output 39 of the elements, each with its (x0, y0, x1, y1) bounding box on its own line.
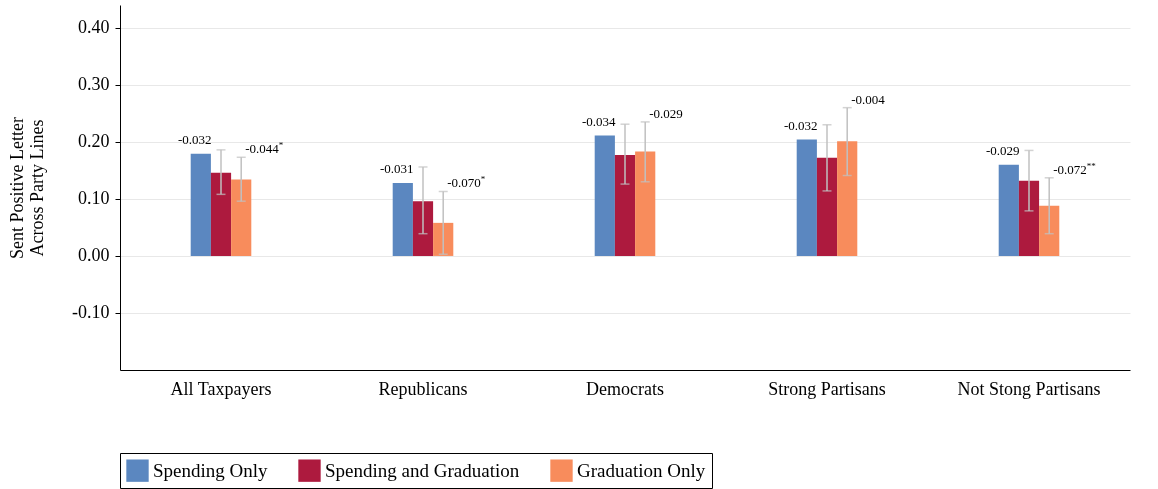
annotation: -0.032 (784, 117, 818, 133)
y-tick-label: 0.30 (78, 74, 110, 95)
bar (635, 151, 656, 256)
bar (614, 154, 636, 256)
annotation: -0.032 (178, 131, 212, 147)
annotation: -0.070$^{*}$ (447, 174, 486, 191)
annotation: -0.072$^{**}$ (1053, 160, 1097, 177)
bar (816, 157, 838, 256)
bar (190, 153, 211, 256)
annotation: -0.034 (582, 113, 617, 129)
x-tick-label: Republicans (378, 378, 468, 399)
bar (998, 164, 1019, 256)
x-tick-label: Democrats (586, 378, 664, 399)
legend-label: Graduation Only (577, 459, 706, 481)
x-tick-label: Strong Partisans (768, 378, 886, 399)
bar (412, 201, 434, 256)
bar (837, 141, 858, 256)
y-tick-label: 0.10 (78, 188, 110, 209)
annotation: -0.044$^{*}$ (245, 140, 284, 157)
y-axis-title: Sent Positive Letter Across Party Lines (7, 117, 48, 259)
x-tick-label: Not Stong Partisans (957, 378, 1101, 399)
y-tick-label: 0.40 (78, 17, 110, 38)
bar (210, 172, 232, 256)
bar (392, 182, 413, 256)
bar (594, 135, 615, 256)
x-tick-label: All Taxpayers (170, 378, 272, 399)
bar (1039, 205, 1060, 256)
legend-label: Spending Only (153, 459, 269, 481)
legend-label: Spending and Graduation (325, 459, 520, 481)
y-tick-label: 0.00 (78, 245, 110, 266)
annotation: -0.029 (986, 142, 1020, 158)
y-tick-label: 0.20 (78, 131, 110, 152)
annotation: -0.004 (851, 91, 886, 107)
annotation: -0.031 (380, 160, 414, 176)
bar (796, 139, 817, 256)
bar (1018, 180, 1040, 256)
annotation: -0.029 (649, 105, 683, 121)
bar (231, 179, 252, 256)
y-tick-label: -0.10 (72, 302, 110, 323)
